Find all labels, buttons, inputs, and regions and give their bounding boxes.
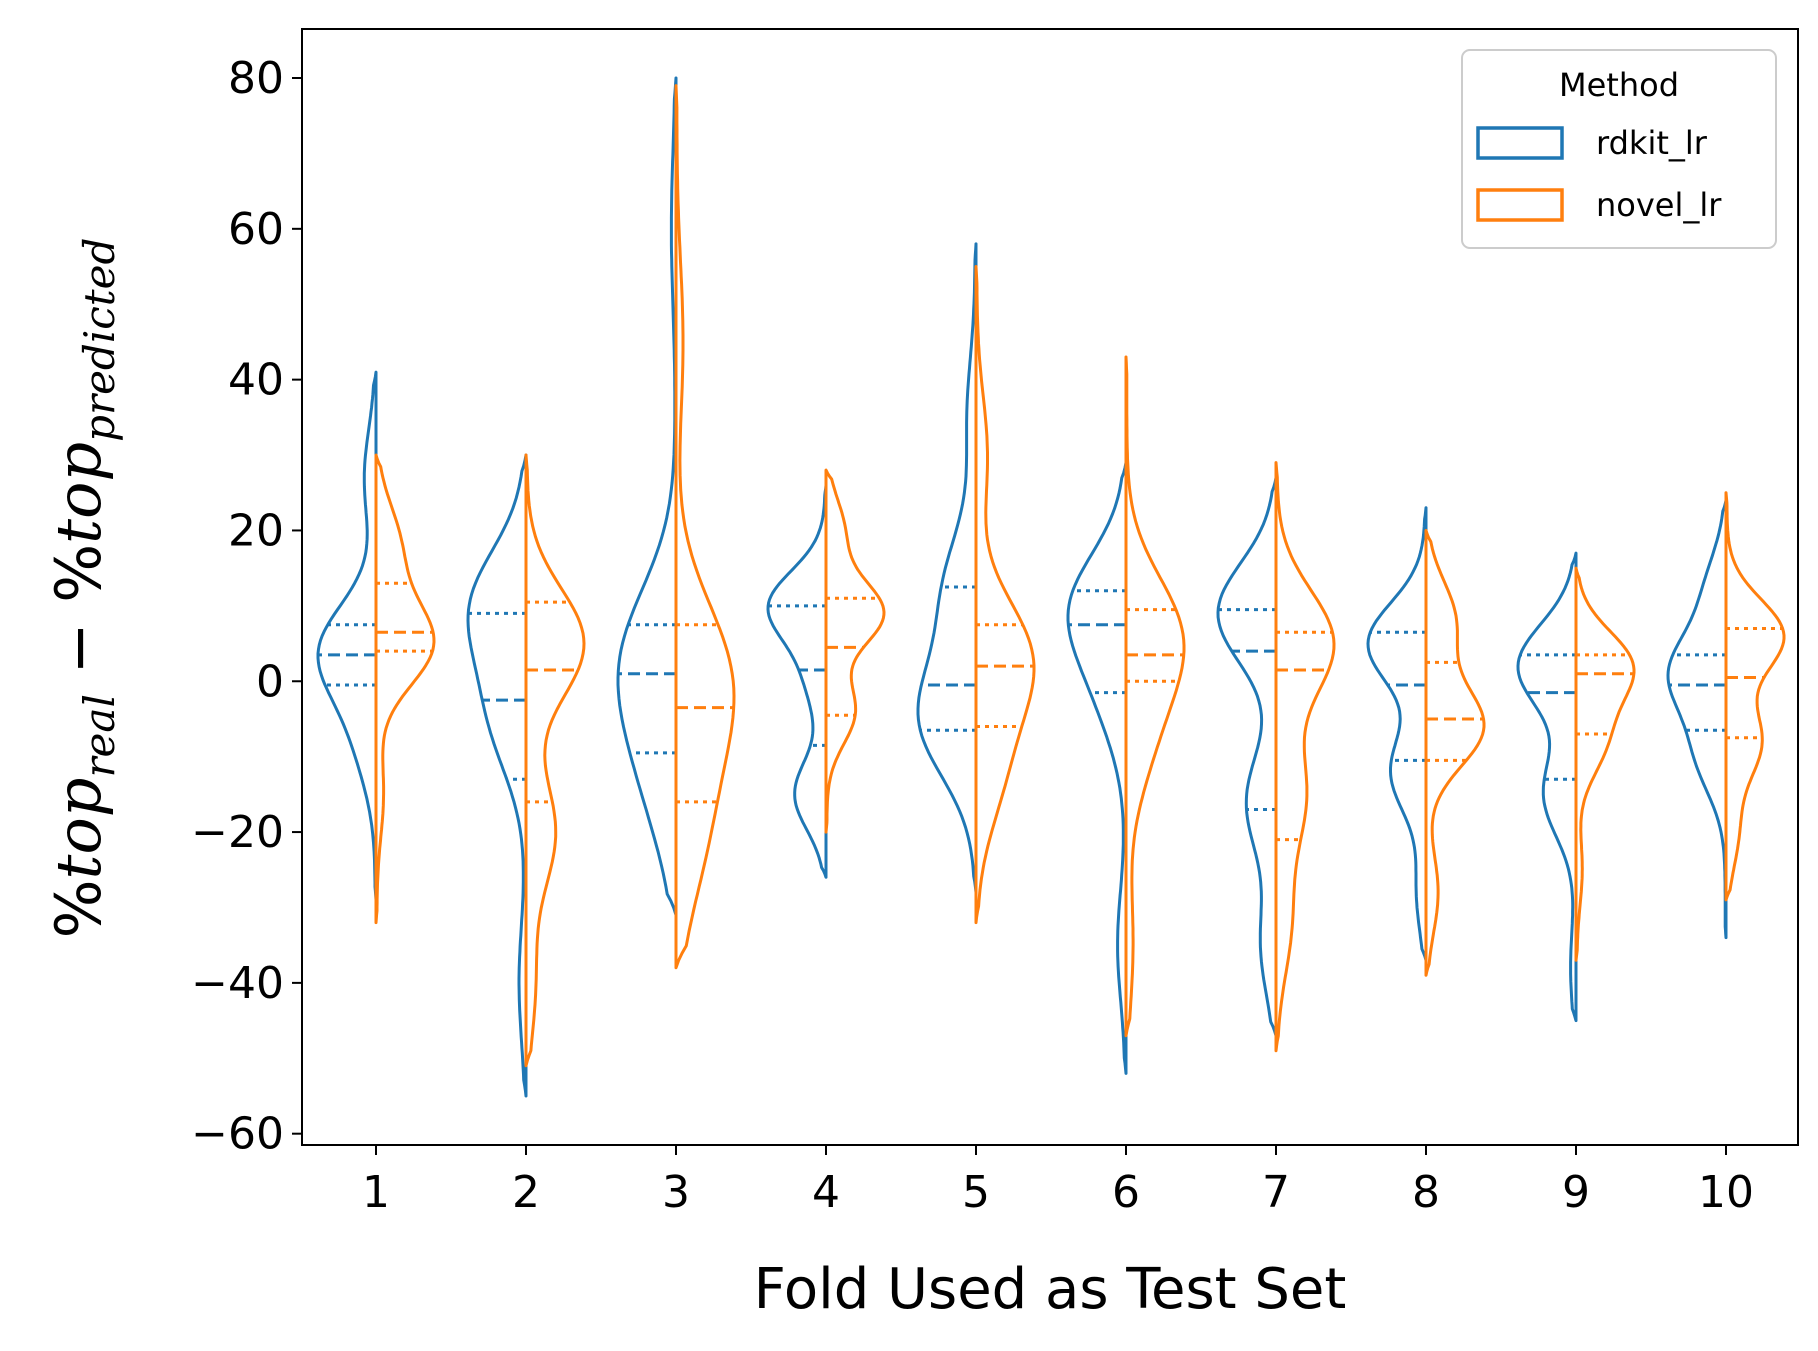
violin-rdkit_lr-fold-4 xyxy=(766,483,828,879)
axes-frame xyxy=(301,28,1799,1146)
legend-swatch-novel xyxy=(1476,188,1564,222)
violin-rdkit_lr-fold-10 xyxy=(1666,498,1728,940)
violin-novel_lr-fold-2 xyxy=(524,453,586,1068)
y-axis: −60 −40 −20 0 20 40 60 80 xyxy=(191,53,302,1160)
violin-rdkit_lr-fold-5 xyxy=(916,242,978,894)
violin-rdkit_lr-fold-2 xyxy=(466,453,528,1098)
y-tick-label: −20 xyxy=(191,807,284,858)
violin-novel_lr-fold-10 xyxy=(1724,491,1786,902)
violin-novel_lr-fold-4 xyxy=(824,468,886,834)
x-tick-label: 1 xyxy=(362,1167,390,1218)
violin-rdkit_lr-fold-9 xyxy=(1516,551,1578,1023)
x-tick-label: 5 xyxy=(962,1167,990,1218)
y-tick-label: 40 xyxy=(228,355,284,406)
violin-novel_lr-fold-6 xyxy=(1124,355,1186,1038)
violin-rdkit_lr-fold-7 xyxy=(1216,476,1278,1038)
legend-label-novel: novel_lr xyxy=(1596,186,1722,224)
violin-novel_lr-fold-5 xyxy=(974,265,1036,925)
x-tick-label: 10 xyxy=(1698,1167,1754,1218)
x-tick-label: 3 xyxy=(662,1167,690,1218)
x-axis-title: Fold Used as Test Set xyxy=(754,1257,1347,1322)
x-tick-label: 2 xyxy=(512,1167,540,1218)
y-tick-label: 20 xyxy=(228,505,284,556)
violin-novel_lr-fold-1 xyxy=(374,453,436,925)
y-tick-label: 0 xyxy=(256,656,284,707)
legend-title: Method xyxy=(1559,66,1679,104)
legend: Method rdkit_lr novel_lr xyxy=(1461,49,1777,249)
legend-box xyxy=(1461,49,1777,249)
legend-swatch-rdkit xyxy=(1476,126,1564,160)
violin-rdkit_lr-fold-3 xyxy=(616,76,678,917)
y-axis-title: %topreal − %toppredicted xyxy=(42,238,124,939)
y-tick-label: −40 xyxy=(191,958,284,1009)
violin-rdkit_lr-fold-1 xyxy=(316,370,378,902)
y-tick-label: −60 xyxy=(191,1109,284,1160)
x-tick-label: 8 xyxy=(1412,1167,1440,1218)
legend-label-rdkit: rdkit_lr xyxy=(1596,124,1708,162)
plot-area xyxy=(316,76,1786,1098)
x-axis: 1 2 3 4 5 6 7 8 9 10 xyxy=(362,1145,1754,1218)
violin-rdkit_lr-fold-6 xyxy=(1066,461,1128,1075)
y-tick-label: 60 xyxy=(228,204,284,255)
x-tick-label: 7 xyxy=(1262,1167,1290,1218)
y-tick-label: 80 xyxy=(228,53,284,104)
x-tick-label: 6 xyxy=(1112,1167,1140,1218)
violin-rdkit_lr-fold-8 xyxy=(1366,506,1428,962)
violin-novel_lr-fold-9 xyxy=(1574,566,1636,962)
violin-novel_lr-fold-7 xyxy=(1274,461,1336,1053)
violin-novel_lr-fold-3 xyxy=(674,84,736,970)
x-tick-label: 9 xyxy=(1562,1167,1590,1218)
x-tick-label: 4 xyxy=(812,1167,840,1218)
violin-novel_lr-fold-8 xyxy=(1424,528,1486,977)
